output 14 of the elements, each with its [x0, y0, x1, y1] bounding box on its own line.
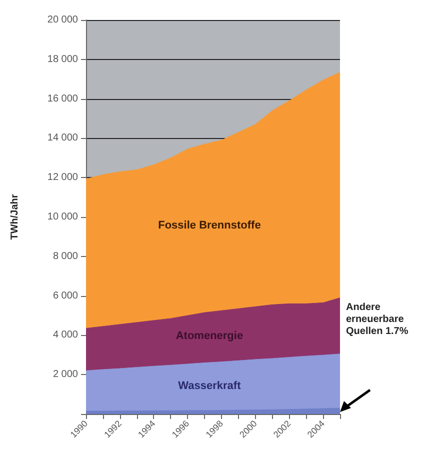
y-tick-label: 4 000	[52, 330, 78, 341]
y-tick-label: 8 000	[52, 250, 78, 262]
y-tick-label: 16 000	[47, 93, 78, 104]
series-label: Fossile Brennstoffe	[158, 219, 261, 232]
y-tick-label: 14 000	[47, 132, 78, 144]
text: Andere erneuerbare Quellen 1.7%	[346, 302, 410, 338]
y-tick-label: 12 000	[47, 172, 78, 184]
y-tick-label: 6 000	[52, 290, 78, 302]
y-tick-label: 18 000	[47, 54, 78, 65]
y-axis-title: TWh/Jahr	[10, 194, 20, 240]
y-tick-label: 10 000	[47, 212, 78, 222]
y-tick-label: 20 000	[47, 14, 78, 26]
series-label: Atomenergie	[176, 330, 244, 342]
y-tick-label: 2 000	[52, 369, 78, 380]
